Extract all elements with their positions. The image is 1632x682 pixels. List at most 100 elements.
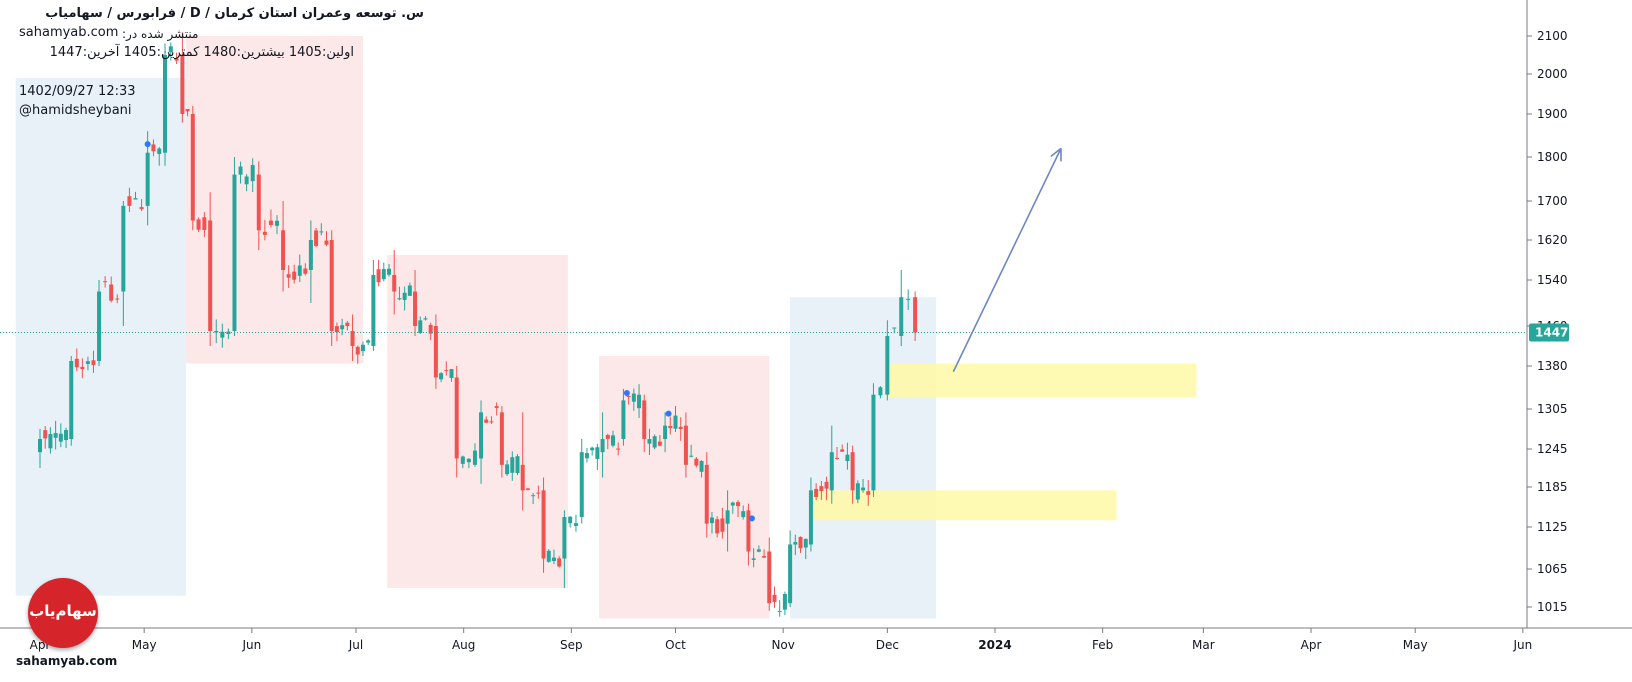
- candle-body: [297, 265, 302, 276]
- y-tick-label: 1245: [1537, 442, 1568, 456]
- candle-body: [139, 207, 144, 210]
- candle-body: [798, 536, 803, 549]
- candle-body: [814, 488, 819, 498]
- candle-body: [668, 425, 673, 429]
- candle-body: [704, 464, 709, 524]
- candle-body: [381, 269, 386, 280]
- candle-body: [584, 453, 589, 459]
- candle-body: [510, 457, 515, 473]
- candle-body: [657, 441, 662, 446]
- x-tick-label: May: [132, 638, 157, 652]
- candle-body: [605, 434, 610, 439]
- candle-body: [861, 487, 866, 491]
- candle-body: [133, 198, 138, 200]
- candle-body: [85, 361, 90, 364]
- candle-body: [324, 240, 329, 245]
- candle-body: [652, 436, 657, 448]
- candle-body: [115, 298, 120, 300]
- y-tick-label: 1185: [1537, 480, 1568, 494]
- candle-body: [767, 551, 772, 604]
- candle-body: [208, 220, 213, 331]
- candle-body: [520, 464, 525, 491]
- event-marker: [748, 515, 755, 522]
- x-tick-label: Aug: [452, 638, 475, 652]
- candle-body: [536, 492, 541, 494]
- candle-body: [262, 231, 267, 235]
- candle-body: [595, 447, 600, 459]
- candle-body: [355, 346, 360, 355]
- watermark-site: sahamyab.com: [16, 654, 118, 668]
- candle-body: [850, 452, 855, 491]
- published-at-label: منتشر شده در:: [122, 27, 199, 41]
- x-tick-label: Jun: [241, 638, 261, 652]
- candle-body: [834, 457, 839, 459]
- candle-body: [91, 360, 96, 366]
- candle-body: [772, 594, 777, 602]
- candle-body: [906, 298, 911, 300]
- candle-body: [546, 550, 551, 562]
- candle-body: [819, 486, 824, 491]
- candle-body: [541, 490, 546, 559]
- x-tick-label: Jun: [1512, 638, 1532, 652]
- candle-body: [466, 458, 471, 463]
- candle-body: [350, 331, 355, 346]
- x-tick-label: Feb: [1092, 638, 1113, 652]
- candle-body: [163, 55, 168, 153]
- candle-body: [637, 394, 642, 409]
- x-tick-label: Dec: [876, 638, 899, 652]
- candle-body: [557, 558, 562, 567]
- y-tick-label: 1305: [1537, 402, 1568, 416]
- candle-body: [109, 284, 114, 301]
- y-tick-label: 1065: [1537, 562, 1568, 576]
- y-tick-label: 1015: [1537, 600, 1568, 614]
- candle-body: [48, 434, 53, 449]
- candle-body: [157, 148, 162, 154]
- y-tick-label: 1800: [1537, 150, 1568, 164]
- candle-body: [756, 549, 761, 552]
- event-marker: [623, 389, 630, 396]
- ohlc-summary: اولین:1405 بیشترین:1480 کمترین:1405 آخری…: [49, 45, 354, 60]
- candle-body: [360, 344, 365, 352]
- candle-body: [736, 502, 741, 507]
- candle-body: [58, 433, 63, 442]
- candle-body: [678, 426, 683, 429]
- candle-body: [484, 419, 489, 423]
- candle-body: [590, 447, 595, 451]
- published-site: sahamyab.com: [19, 25, 119, 40]
- candle-body: [845, 454, 850, 462]
- candle-body: [460, 456, 465, 464]
- candle-body: [611, 435, 615, 446]
- candle-body: [855, 483, 860, 500]
- candle-body: [392, 275, 397, 292]
- candle-body: [319, 231, 324, 233]
- candle-body: [782, 594, 787, 610]
- candle-body: [286, 274, 291, 278]
- candle-body: [103, 281, 108, 283]
- candle-body: [238, 166, 243, 175]
- candle-body: [793, 542, 798, 545]
- candle-body: [562, 517, 567, 559]
- candle-body: [345, 322, 350, 327]
- candle-body: [840, 449, 845, 452]
- candle-body: [376, 269, 381, 283]
- candle-body: [314, 230, 319, 246]
- candle-body: [220, 331, 225, 338]
- candle-body: [444, 370, 449, 372]
- candle-body: [621, 400, 626, 439]
- candle-body: [878, 387, 883, 396]
- candle-body: [899, 297, 904, 336]
- candle-body: [866, 491, 871, 495]
- candle-body: [626, 395, 631, 397]
- candle-body: [551, 557, 556, 561]
- candle-body: [397, 298, 402, 300]
- candle-body: [715, 519, 720, 534]
- candle-body: [127, 196, 132, 206]
- candle-body: [568, 516, 573, 524]
- candle-body: [515, 456, 520, 473]
- y-tick-label: 1125: [1537, 520, 1568, 534]
- candle-body: [871, 394, 876, 491]
- y-tick-label: 1540: [1537, 273, 1568, 287]
- candle-body: [730, 502, 735, 506]
- candle-body: [725, 510, 730, 524]
